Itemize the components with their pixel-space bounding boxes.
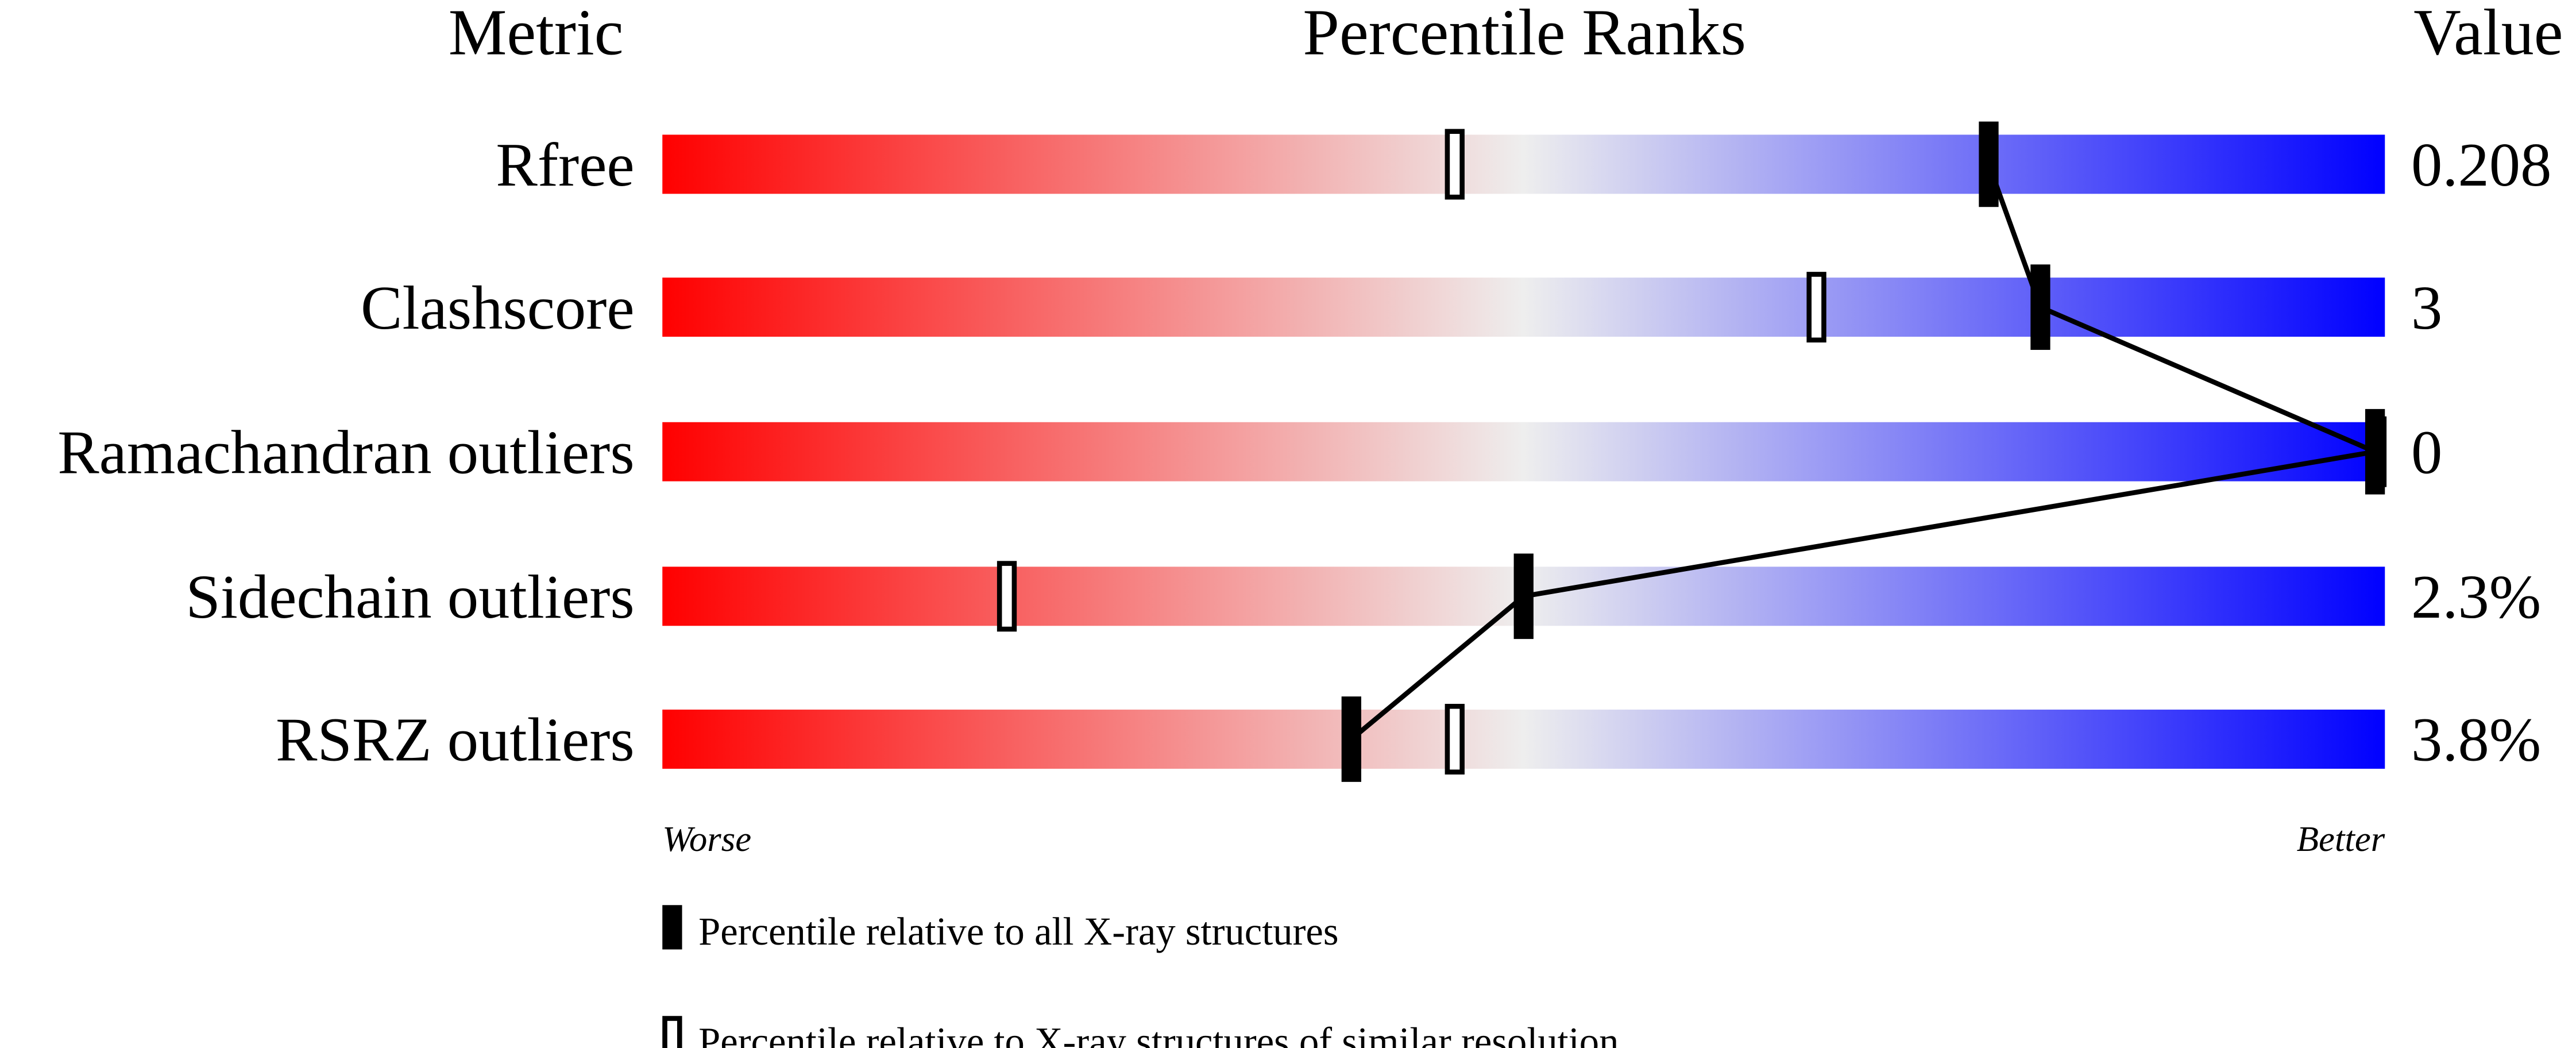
marker-all-structures [1979,121,1999,207]
percentile-bar [662,134,2385,194]
header-value: Value [2413,0,2563,68]
marker-similar-resolution [1445,704,1465,775]
marker-similar-resolution [1445,129,1465,200]
axis-label-worse: Worse [662,819,751,859]
header-percentile-ranks: Percentile Ranks [1303,0,1746,68]
legend-label-similar: Percentile relative to X-ray structures … [698,1019,1619,1048]
metric-value: 3.8% [2411,706,2541,775]
metric-label: Clashscore [361,273,635,342]
legend-open-marker [662,1016,682,1048]
legend-filled-marker [662,905,682,950]
metric-label: Ramachandran outliers [57,418,634,487]
axis-label-better: Better [2297,819,2385,859]
percentile-bar [662,278,2385,337]
percentile-bar [662,710,2385,769]
marker-similar-resolution [997,561,1017,632]
metric-value: 2.3% [2411,562,2541,631]
metric-label: RSRZ outliers [276,706,635,775]
marker-all-structures [1513,553,1534,639]
percentile-bar [662,422,2385,481]
marker-all-structures [2030,264,2050,350]
marker-all-structures [1341,696,1362,782]
metric-value: 3 [2411,273,2442,342]
marker-all-structures [2365,409,2385,495]
header-metric: Metric [449,0,624,68]
marker-similar-resolution [1806,272,1826,343]
legend-label-all: Percentile relative to all X-ray structu… [698,910,1338,953]
metric-label: Rfree [496,130,634,199]
metric-value: 0.208 [2411,130,2551,199]
metric-value: 0 [2411,418,2442,487]
metric-label: Sidechain outliers [186,562,634,631]
